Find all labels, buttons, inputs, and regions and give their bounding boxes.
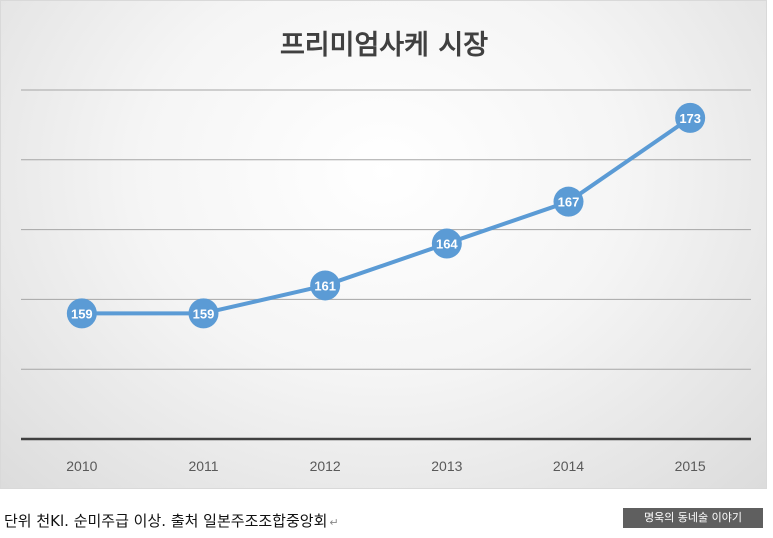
data-point-marker	[66, 298, 97, 329]
paragraph-mark: ↵	[329, 516, 339, 529]
x-tick-label: 2010	[66, 458, 97, 474]
caption-text: 단위 천Kl. 순미주급 이상. 출처 일본주조조합중앙회	[4, 512, 328, 530]
data-label: 173	[679, 111, 701, 126]
chart-title: 프리미엄사케 시장	[280, 30, 488, 61]
data-label: 159	[193, 306, 215, 321]
data-point-marker	[431, 228, 462, 259]
watermark-badge: 명욱의 동네술 이야기	[623, 508, 763, 528]
data-point-marker	[553, 186, 584, 217]
x-tick-label: 2011	[188, 458, 218, 474]
x-tick-label: 2012	[310, 458, 341, 474]
x-tick-label: 2014	[553, 458, 584, 474]
data-label: 161	[314, 278, 336, 293]
line-chart: 프리미엄사케 시장 159 159 161 164 167 173 2010 2011 201…	[21, 30, 751, 474]
chart-panel: 프리미엄사케 시장 159 159 161 164 167 173 2010 2011 201…	[0, 0, 767, 489]
data-label: 164	[436, 237, 458, 252]
x-tick-label: 2015	[675, 458, 706, 474]
source-caption: 단위 천Kl. 순미주급 이상. 출처 일본주조조합중앙회 ↵	[4, 510, 339, 531]
data-point-marker	[310, 270, 341, 301]
data-point-marker	[675, 102, 706, 133]
data-point-marker	[188, 298, 219, 329]
series-line	[81, 116, 692, 316]
data-label: 167	[558, 195, 580, 210]
x-tick-label: 2013	[431, 458, 462, 474]
data-label: 159	[71, 306, 93, 321]
